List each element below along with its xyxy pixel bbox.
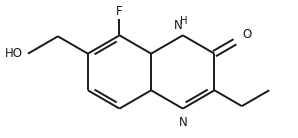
Text: F: F bbox=[116, 5, 123, 18]
Text: H: H bbox=[180, 16, 187, 26]
Text: N: N bbox=[179, 116, 187, 129]
Text: O: O bbox=[242, 28, 252, 41]
Text: HO: HO bbox=[5, 47, 23, 60]
Text: N: N bbox=[173, 19, 182, 32]
